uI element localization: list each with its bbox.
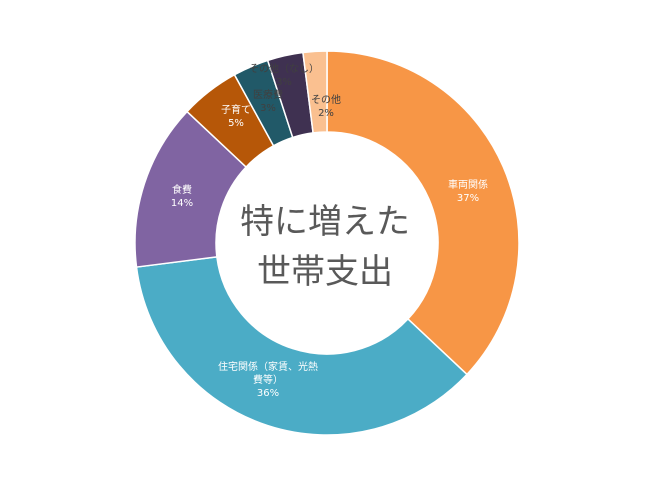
slice-label-5-line-0: その他（なし） [249, 62, 319, 75]
slice-value-label-2: 14% [171, 198, 193, 209]
slice-value-label-6: 2% [318, 108, 334, 119]
center-title-line-2: 世帯支出 [257, 252, 393, 292]
center-title-line-1: 特に増えた [240, 202, 410, 242]
center-title: 特に増えた 世帯支出 [240, 202, 410, 292]
slice-label-3-line-0: 子育て [221, 103, 251, 116]
slice-label-2-line-0: 食費 [172, 183, 192, 196]
slice-label-6-line-0: その他 [311, 93, 341, 106]
donut-slice-1 [135, 256, 469, 436]
slice-value-label-5: 3% [276, 77, 292, 88]
donut-slice-6 [302, 50, 328, 134]
slice-label-1-line-1: 費等） [253, 373, 283, 386]
slice-value-label-4: 3% [260, 103, 276, 114]
slice-value-label-0: 37% [457, 193, 479, 204]
donut-slice-0 [326, 50, 520, 376]
slice-value-label-1: 36% [257, 388, 279, 399]
slice-value-label-3: 5% [228, 118, 244, 129]
labels-layer: 車両関係37%住宅関係（家賃、光熱費等）36%食費14%子育て5%医療費3%その… [171, 62, 488, 399]
slice-label-4-line-0: 医療費 [253, 88, 283, 101]
slices-layer [134, 50, 520, 436]
slice-label-0-line-0: 車両関係 [448, 178, 488, 191]
slice-label-1-line-0: 住宅関係（家賃、光熱 [218, 360, 318, 373]
